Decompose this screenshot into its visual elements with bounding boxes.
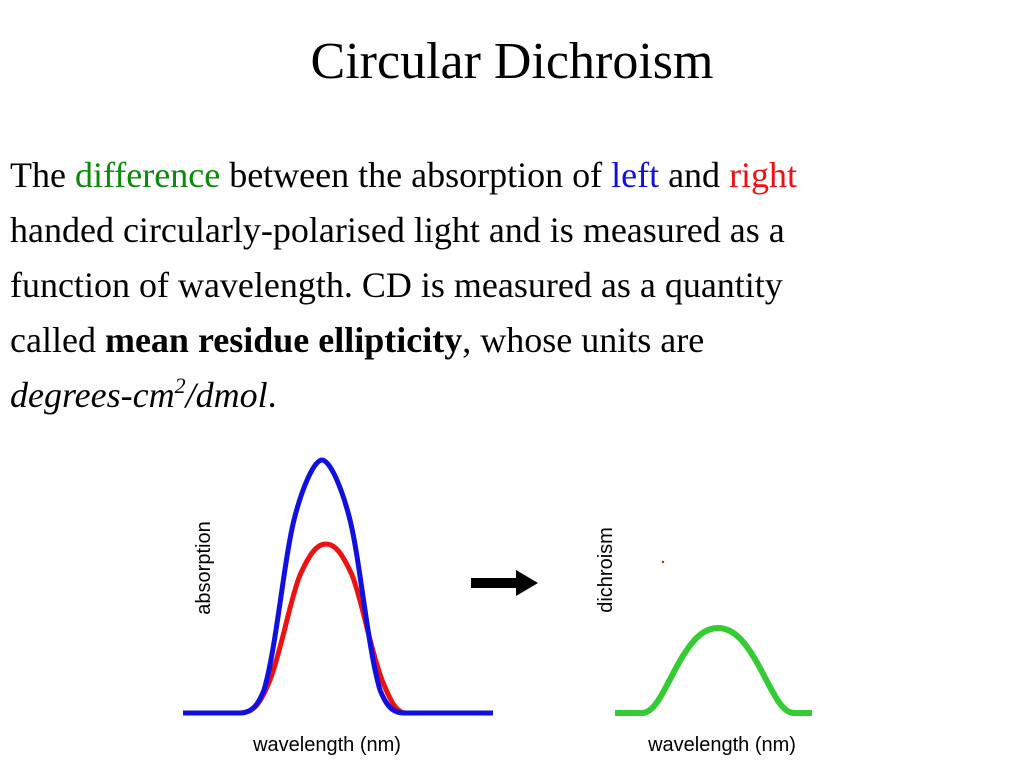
left-polarised-absorption-curve [183, 457, 493, 716]
dichroism-curve [615, 625, 812, 716]
text-units-per: /dmol [185, 375, 268, 415]
text-units-main: degrees-cm [10, 375, 175, 415]
text-whose-units: , whose units are [462, 320, 705, 360]
text-units-superscript: 2 [174, 373, 186, 398]
text-left: left [611, 155, 660, 195]
text-the: The [10, 155, 75, 195]
description-paragraph: The difference between the absorption of… [10, 148, 1020, 427]
text-called: called [10, 320, 105, 360]
paragraph-line-5: degrees-cm2/dmol. [10, 368, 1020, 427]
text-mean-residue-ellipticity: mean residue ellipticity [104, 320, 463, 360]
paragraph-line-1: The difference between the absorption of… [10, 148, 1020, 203]
text-right: right [729, 155, 798, 195]
paragraph-line-3: function of wavelength. CD is measured a… [10, 265, 783, 305]
dichroism-axis-label: dichroism [595, 527, 617, 613]
right-polarised-absorption-curve [239, 541, 407, 716]
paragraph-line-2: handed circularly-polarised light and is… [10, 210, 785, 250]
stray-mark [661, 560, 665, 564]
absorption-plot: absorption wavelength (nm) [183, 457, 493, 756]
dichroism-plot: dichroism wavelength (nm) [595, 527, 812, 756]
text-units: degrees-cm2/dmol [10, 373, 268, 415]
text-difference: difference [74, 155, 221, 195]
right-arrow-icon [471, 570, 538, 596]
paragraph-line-4: called mean residue ellipticity, whose u… [10, 313, 1020, 368]
absorption-axis-label: absorption [193, 521, 215, 614]
text-and: and [659, 155, 730, 195]
dichroism-wavelength-label: wavelength (nm) [647, 734, 796, 756]
absorption-wavelength-label: wavelength (nm) [252, 734, 401, 756]
text-period: . [267, 375, 277, 415]
slide-title: Circular Dichroism [310, 33, 714, 90]
text-between: between the absorption of [220, 155, 612, 195]
